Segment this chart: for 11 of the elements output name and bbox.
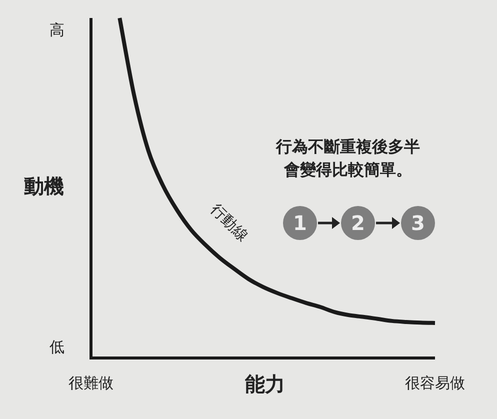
x-tick-label: 很難做 bbox=[68, 374, 114, 392]
text: 低 bbox=[50, 338, 64, 356]
text: 高 bbox=[50, 21, 64, 39]
annotation: 3 bbox=[411, 211, 425, 235]
annotation: 行動線 bbox=[207, 200, 252, 245]
y-axis-title: 動機 bbox=[23, 174, 64, 198]
x-tick-label: 很容易做 bbox=[405, 374, 465, 392]
annotation: 2 bbox=[351, 211, 365, 235]
annotation: 1 bbox=[293, 211, 307, 235]
x-axis-title: 能力 bbox=[245, 372, 285, 396]
annotation: 行為不斷重複後多半會變得比較簡單。 bbox=[275, 137, 420, 179]
